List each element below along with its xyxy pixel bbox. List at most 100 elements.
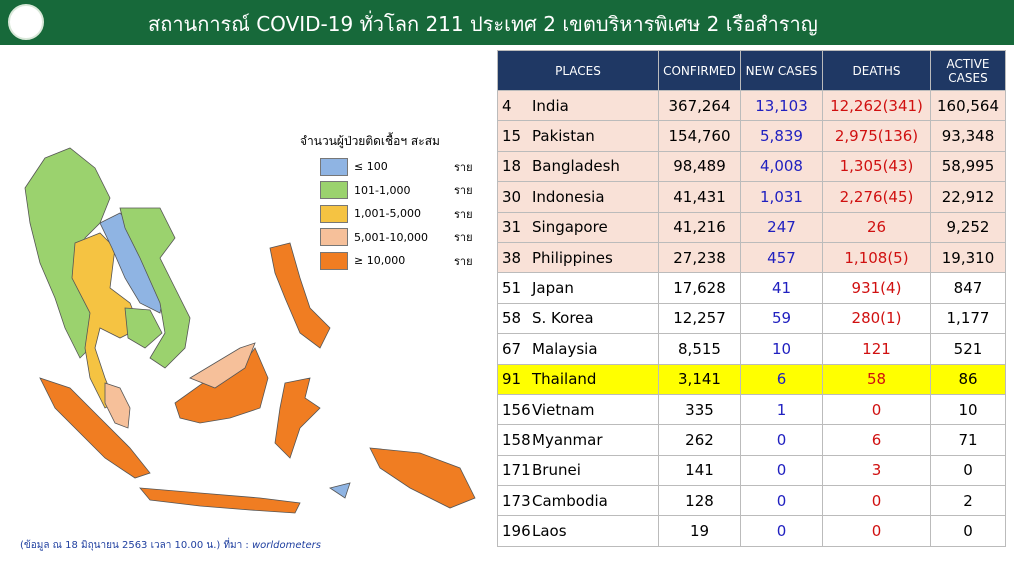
active-cases: 521 [930,333,1006,365]
place-cell: 91 Thailand [497,363,659,395]
table-row: 58 S. Korea 12,257 59 280(1) 1,177 [497,302,1006,335]
legend-swatch [320,251,348,270]
deaths: 26 [822,211,931,243]
rank: 38 [502,248,522,267]
confirmed: 367,264 [658,89,741,122]
active-cases: 0 [930,515,1006,547]
legend-unit: ราย [454,254,473,268]
deaths: 121 [822,333,931,365]
source-site: worldometers [252,540,321,551]
active-cases: 847 [930,272,1006,304]
active-cases: 22,912 [930,181,1006,213]
table-row: 51 Japan 17,628 41 931(4) 847 [497,272,1006,304]
deaths: 6 [822,424,931,456]
legend-item: 101-1,000 ราย [300,179,480,203]
place-cell: 67 Malaysia [497,333,659,365]
legend-item: 5,001-10,000 ราย [300,226,480,250]
legend: จำนวนผู้ป่วยติดเชื้อฯ สะสม ≤ 100 ราย 101-1… [300,132,480,273]
confirmed: 98,489 [658,150,741,183]
new-cases: 4,008 [740,150,823,183]
active-cases: 71 [930,424,1006,456]
legend-unit: ราย [454,207,473,221]
confirmed: 128 [658,485,741,517]
active-cases: 19,310 [930,241,1006,274]
confirmed: 141 [658,454,741,487]
rank: 196 [502,522,531,541]
rank: 51 [502,279,522,298]
new-cases: 5,839 [740,120,823,152]
column-header: CONFIRMED [658,50,741,91]
new-cases: 13,103 [740,89,823,122]
confirmed: 41,216 [658,211,741,243]
table-row: 91 Thailand 3,141 6 58 86 [497,363,1006,395]
rank: 30 [502,187,522,206]
table-row: 15 Pakistan 154,760 5,839 2,975(136) 93,348 [497,120,1006,152]
place-cell: 156Vietnam [497,393,659,426]
place: Brunei [532,461,581,480]
active-cases: 10 [930,393,1006,426]
legend-range: 5,001-10,000 [354,230,428,244]
legend-swatch [320,228,348,247]
place-cell: 4 India [497,89,659,122]
new-cases: 247 [740,211,823,243]
place-cell: 18 Bangladesh [497,150,659,183]
new-cases: 59 [740,302,823,335]
rank: 173 [502,491,531,510]
place: S. Korea [532,309,594,328]
title: สถานการณ์ COVID-19 ทั่วโลก 211 ประเทศ 2 … [148,12,818,36]
rank: 67 [502,339,522,358]
table-row: 156Vietnam 335 1 0 10 [497,393,1006,426]
legend-unit: ราย [454,231,473,245]
legend-swatch [320,181,348,200]
deaths: 1,108(5) [822,241,931,274]
legend-unit: ราย [454,184,473,198]
deaths: 0 [822,485,931,517]
legend-range: 1,001-5,000 [354,207,421,221]
table-row: 38 Philippines 27,238 457 1,108(5) 19,310 [497,241,1006,274]
new-cases: 6 [740,363,823,395]
source: (ข้อมูล ณ 18 มิถุนายน 2563 เวลา 10.00 น.… [20,538,321,553]
table-row: 158Myanmar 262 0 6 71 [497,424,1006,456]
place: Bangladesh [532,157,620,176]
place-cell: 30 Indonesia [497,181,659,213]
confirmed: 19 [658,515,741,547]
legend-swatch [320,157,348,176]
legend-unit: ราย [454,160,473,174]
rank: 171 [502,461,531,480]
place-cell: 196Laos [497,515,659,547]
deaths: 0 [822,393,931,426]
place: Japan [532,279,574,298]
legend-range: ≥ 10,000 [354,254,406,268]
legend-swatch [320,204,348,223]
deaths: 0 [822,515,931,547]
place-cell: 15 Pakistan [497,120,659,152]
header-row: PLACES CONFIRMED NEW CASES DEATHS ACTIVE CAS… [497,50,1006,91]
confirmed: 3,141 [658,363,741,395]
table-row: 31 Singapore 41,216 247 26 9,252 [497,211,1006,243]
legend-item: ≤ 100 ราย [300,155,480,179]
active-cases: 1,177 [930,302,1006,335]
table: PLACES CONFIRMED NEW CASES DEATHS ACTIVE CAS… [497,50,1006,547]
logo [8,4,44,40]
table-row: 18 Bangladesh 98,489 4,008 1,305(43) 58,995 [497,150,1006,183]
confirmed: 17,628 [658,272,741,304]
legend-item: ≥ 10,000 ราย [300,249,480,273]
confirmed: 27,238 [658,241,741,274]
active-cases: 160,564 [930,89,1006,122]
table-row: 173Cambodia 128 0 0 2 [497,485,1006,517]
active-cases: 9,252 [930,211,1006,243]
rank: 15 [502,127,522,146]
place: India [532,96,569,115]
new-cases: 0 [740,515,823,547]
table-row: 30 Indonesia 41,431 1,031 2,276(45) 22,912 [497,181,1006,213]
place: Cambodia [532,491,608,510]
deaths: 931(4) [822,272,931,304]
new-cases: 457 [740,241,823,274]
legend-range: ≤ 100 [354,160,388,174]
confirmed: 12,257 [658,302,741,335]
active-cases: 93,348 [930,120,1006,152]
column-header: PLACES [497,50,659,91]
place: Thailand [532,370,597,389]
confirmed: 41,431 [658,181,741,213]
place: Malaysia [532,339,598,358]
